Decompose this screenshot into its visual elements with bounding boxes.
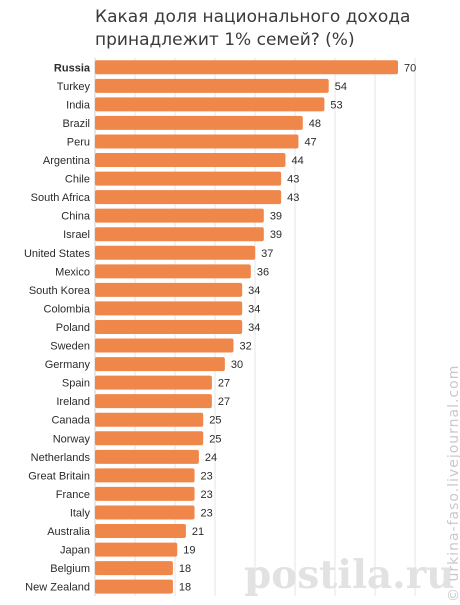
category-label: United States bbox=[24, 248, 91, 260]
bar-norway bbox=[95, 431, 204, 446]
bar-south-korea bbox=[95, 282, 243, 297]
value-label: 27 bbox=[218, 378, 230, 390]
category-label: Turkey bbox=[57, 81, 91, 93]
value-label: 25 bbox=[209, 433, 221, 445]
bar-south-africa bbox=[95, 190, 282, 205]
bar-new-zealand bbox=[95, 579, 173, 594]
bar-ireland bbox=[95, 394, 212, 409]
bar-belgium bbox=[95, 561, 173, 576]
value-label: 39 bbox=[270, 229, 282, 241]
value-label: 21 bbox=[192, 526, 204, 538]
category-label: Japan bbox=[60, 545, 90, 557]
bar-china bbox=[95, 208, 264, 223]
value-label: 19 bbox=[183, 545, 195, 557]
value-label: 30 bbox=[231, 359, 243, 371]
value-label: 48 bbox=[309, 118, 321, 130]
category-label: Italy bbox=[70, 507, 91, 519]
bar-india bbox=[95, 97, 325, 112]
value-label: 25 bbox=[209, 415, 221, 427]
bar-great-britain bbox=[95, 468, 195, 483]
category-label: Israel bbox=[63, 229, 90, 241]
value-label: 34 bbox=[248, 322, 260, 334]
value-label: 32 bbox=[240, 341, 252, 353]
bar-germany bbox=[95, 357, 225, 372]
category-label: Belgium bbox=[50, 563, 90, 575]
bar-chile bbox=[95, 171, 282, 186]
category-label: Great Britain bbox=[28, 470, 90, 482]
value-label: 23 bbox=[201, 470, 213, 482]
category-label: Germany bbox=[45, 359, 91, 371]
value-label: 36 bbox=[257, 266, 269, 278]
value-label: 24 bbox=[205, 452, 217, 464]
category-label: Australia bbox=[47, 526, 91, 538]
category-label: China bbox=[61, 211, 91, 223]
source-watermark: © urkina-faso.livejournal.com bbox=[446, 364, 460, 602]
chart-title: Какая доля национального дохода принадле… bbox=[95, 7, 411, 50]
category-label: South Africa bbox=[31, 192, 91, 204]
value-label: 37 bbox=[261, 248, 273, 260]
category-label: Spain bbox=[62, 378, 90, 390]
category-label: Brazil bbox=[62, 118, 90, 130]
value-label: 23 bbox=[201, 507, 213, 519]
category-label: Argentina bbox=[43, 155, 91, 167]
category-label: South Korea bbox=[29, 285, 91, 297]
value-label: 43 bbox=[287, 174, 299, 186]
value-label: 44 bbox=[291, 155, 303, 167]
bar-israel bbox=[95, 227, 264, 242]
category-label: Norway bbox=[53, 433, 91, 445]
value-label: 27 bbox=[218, 396, 230, 408]
category-label: Sweden bbox=[50, 341, 90, 353]
bar-france bbox=[95, 486, 195, 501]
bar-canada bbox=[95, 412, 204, 427]
bar-japan bbox=[95, 542, 178, 557]
bar-australia bbox=[95, 524, 186, 539]
category-label: Mexico bbox=[55, 266, 90, 278]
value-label: 18 bbox=[179, 582, 191, 594]
category-label: Ireland bbox=[56, 396, 90, 408]
value-label: 43 bbox=[287, 192, 299, 204]
category-label: New Zealand bbox=[25, 582, 90, 594]
bar-argentina bbox=[95, 153, 286, 168]
bar-italy bbox=[95, 505, 195, 520]
brand-watermark: postila.ru bbox=[244, 552, 455, 598]
bar-brazil bbox=[95, 115, 303, 130]
category-label: Chile bbox=[65, 174, 90, 186]
bar-mexico bbox=[95, 264, 251, 279]
value-label: 18 bbox=[179, 563, 191, 575]
category-label: Netherlands bbox=[31, 452, 91, 464]
value-label: 70 bbox=[404, 62, 416, 74]
bar-turkey bbox=[95, 78, 329, 93]
category-label: Colombia bbox=[44, 303, 91, 315]
value-label: 39 bbox=[270, 211, 282, 223]
bar-sweden bbox=[95, 338, 234, 353]
value-label: 23 bbox=[201, 489, 213, 501]
value-label: 34 bbox=[248, 303, 260, 315]
value-label: 54 bbox=[335, 81, 347, 93]
value-label: 53 bbox=[330, 99, 342, 111]
bar-russia bbox=[95, 60, 398, 75]
bar-united-states bbox=[95, 245, 256, 260]
bar-colombia bbox=[95, 301, 243, 316]
value-label: 47 bbox=[304, 136, 316, 148]
category-label: Peru bbox=[67, 136, 90, 148]
bar-spain bbox=[95, 375, 212, 390]
bar-peru bbox=[95, 134, 299, 149]
value-label: 34 bbox=[248, 285, 260, 297]
category-label: India bbox=[66, 99, 91, 111]
category-label: Russia bbox=[54, 62, 91, 74]
category-label: Canada bbox=[51, 415, 90, 427]
category-label: Poland bbox=[56, 322, 90, 334]
category-label: France bbox=[56, 489, 90, 501]
bar-netherlands bbox=[95, 449, 199, 464]
bar-poland bbox=[95, 319, 243, 334]
